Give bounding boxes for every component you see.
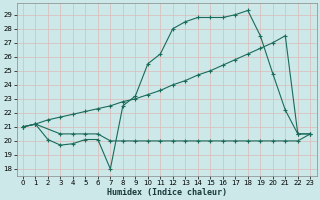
X-axis label: Humidex (Indice chaleur): Humidex (Indice chaleur)	[107, 188, 227, 197]
